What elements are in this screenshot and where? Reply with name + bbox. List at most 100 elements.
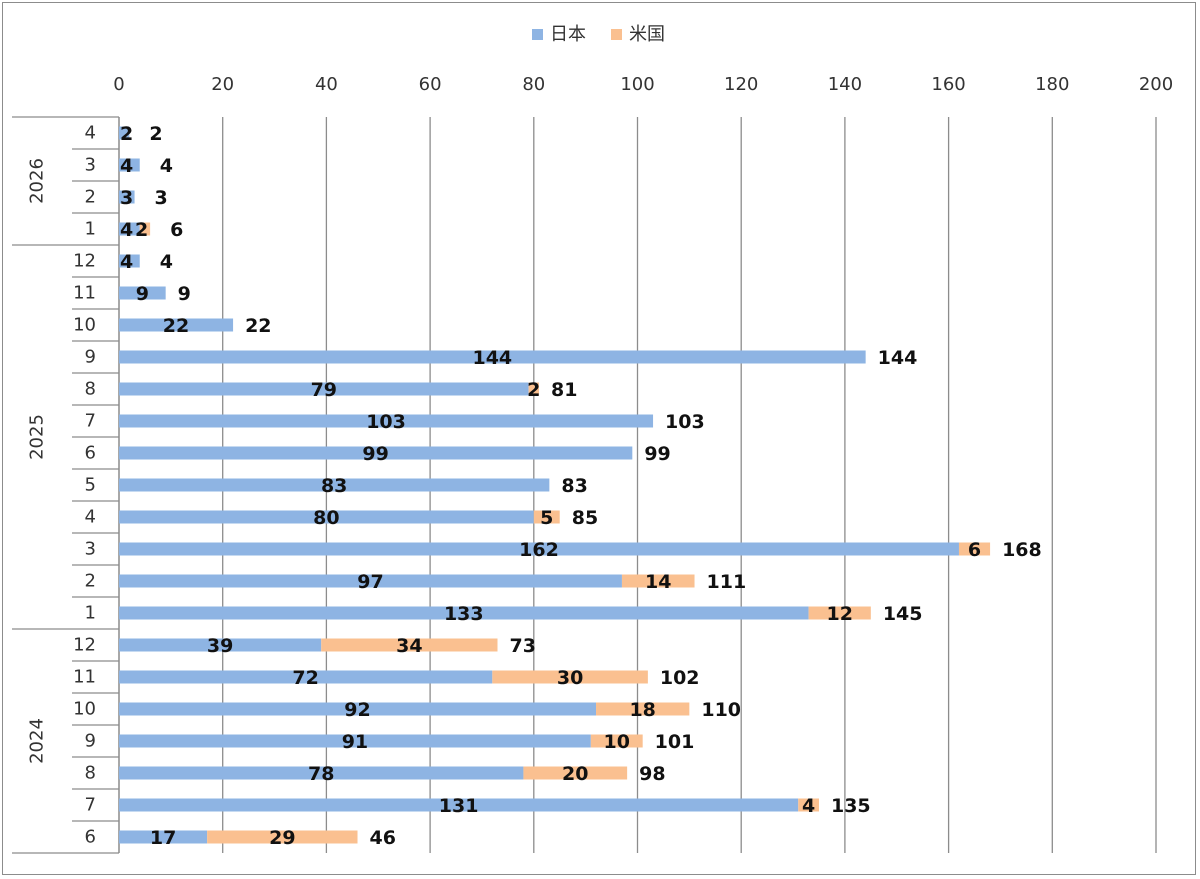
legend-swatch-usa — [611, 29, 622, 40]
data-label-total: 81 — [551, 379, 577, 401]
data-label-usa: 2 — [527, 379, 540, 401]
bar-japan — [119, 126, 130, 140]
data-label-usa: 6 — [968, 539, 981, 561]
category-label: 7 — [85, 410, 96, 431]
bar-japan — [119, 350, 866, 364]
bar-japan — [119, 158, 140, 172]
bar-japan — [119, 670, 493, 684]
bar-usa — [808, 606, 871, 620]
category-label: 10 — [73, 698, 96, 719]
data-label-total: 102 — [660, 667, 700, 689]
legend-label-japan: 日本 — [550, 24, 586, 45]
x-tick-label: 60 — [419, 74, 442, 95]
data-label-total: 22 — [245, 315, 271, 337]
bar-usa — [798, 798, 819, 812]
data-label-total: 99 — [644, 443, 670, 465]
category-label: 4 — [85, 506, 96, 527]
data-label-japan: 2 — [120, 123, 133, 145]
data-label-japan: 83 — [321, 475, 347, 497]
data-label-total: 4 — [160, 251, 173, 273]
data-label-japan: 78 — [308, 763, 334, 785]
category-label: 7 — [85, 794, 96, 815]
data-label-total: 9 — [178, 283, 191, 305]
x-tick-label: 80 — [522, 74, 545, 95]
category-label: 3 — [85, 538, 96, 559]
x-tick-label: 20 — [211, 74, 234, 95]
category-label: 3 — [85, 154, 96, 175]
data-label-total: 101 — [655, 731, 695, 753]
bar-japan — [119, 510, 534, 524]
data-label-japan: 4 — [120, 155, 133, 177]
data-label-total: 6 — [170, 219, 183, 241]
bar-japan — [119, 638, 322, 652]
category-label: 12 — [73, 634, 96, 655]
category-label: 1 — [85, 218, 96, 239]
data-label-total: 2 — [149, 123, 162, 145]
bar-usa — [621, 574, 695, 588]
bar-usa — [321, 638, 498, 652]
bar-usa — [207, 830, 358, 844]
data-label-japan: 144 — [472, 347, 512, 369]
bar-japan — [119, 286, 166, 300]
group-label: 2025 — [26, 414, 47, 460]
data-label-total: 144 — [878, 347, 918, 369]
category-label: 6 — [85, 826, 96, 847]
bar-usa — [523, 766, 628, 780]
x-tick-label: 180 — [1035, 74, 1069, 95]
bar-japan — [119, 446, 633, 460]
category-label: 5 — [85, 474, 96, 495]
data-label-total: 4 — [160, 155, 173, 177]
bar-japan — [119, 414, 654, 428]
legend-swatch-japan — [532, 29, 543, 40]
data-label-japan: 131 — [439, 795, 479, 817]
data-label-total: 98 — [639, 763, 665, 785]
category-label: 8 — [85, 762, 96, 783]
x-tick-label: 40 — [315, 74, 338, 95]
data-label-japan: 133 — [444, 603, 484, 625]
category-label: 6 — [85, 442, 96, 463]
data-label-japan: 22 — [163, 315, 189, 337]
bar-usa — [958, 542, 991, 556]
category-label: 9 — [85, 346, 96, 367]
data-label-total: 85 — [572, 507, 598, 529]
data-label-total: 111 — [707, 571, 747, 593]
category-label: 11 — [73, 282, 96, 303]
bar-japan — [119, 574, 622, 588]
bar-usa — [590, 734, 643, 748]
x-tick-label: 160 — [931, 74, 965, 95]
category-label: 11 — [73, 666, 96, 687]
bar-japan — [119, 478, 550, 492]
x-tick-label: 120 — [724, 74, 758, 95]
bar-japan — [119, 190, 135, 204]
data-label-usa: 2 — [135, 219, 148, 241]
data-label-usa: 34 — [396, 635, 422, 657]
category-label: 2 — [85, 186, 96, 207]
data-label-usa: 18 — [629, 699, 655, 721]
x-tick-label: 0 — [113, 74, 124, 95]
data-label-japan: 4 — [120, 251, 133, 273]
data-label-usa: 20 — [562, 763, 588, 785]
data-label-japan: 39 — [207, 635, 233, 657]
bar-japan — [119, 222, 140, 236]
category-label: 10 — [73, 314, 96, 335]
data-label-japan: 17 — [150, 827, 176, 849]
data-label-total: 46 — [370, 827, 396, 849]
data-label-total: 73 — [510, 635, 536, 657]
data-label-japan: 162 — [519, 539, 559, 561]
data-label-japan: 9 — [136, 283, 149, 305]
data-label-japan: 79 — [311, 379, 337, 401]
x-tick-label: 140 — [828, 74, 862, 95]
bar-japan — [119, 702, 597, 716]
data-label-total: 168 — [1002, 539, 1042, 561]
bar-japan — [119, 606, 809, 620]
data-label-total: 83 — [561, 475, 587, 497]
category-label: 1 — [85, 602, 96, 623]
bar-japan — [119, 798, 799, 812]
bar-japan — [119, 382, 529, 396]
category-label: 12 — [73, 250, 96, 271]
data-label-usa: 5 — [540, 507, 553, 529]
data-label-total: 135 — [831, 795, 871, 817]
legend-label-usa: 米国 — [629, 24, 665, 45]
